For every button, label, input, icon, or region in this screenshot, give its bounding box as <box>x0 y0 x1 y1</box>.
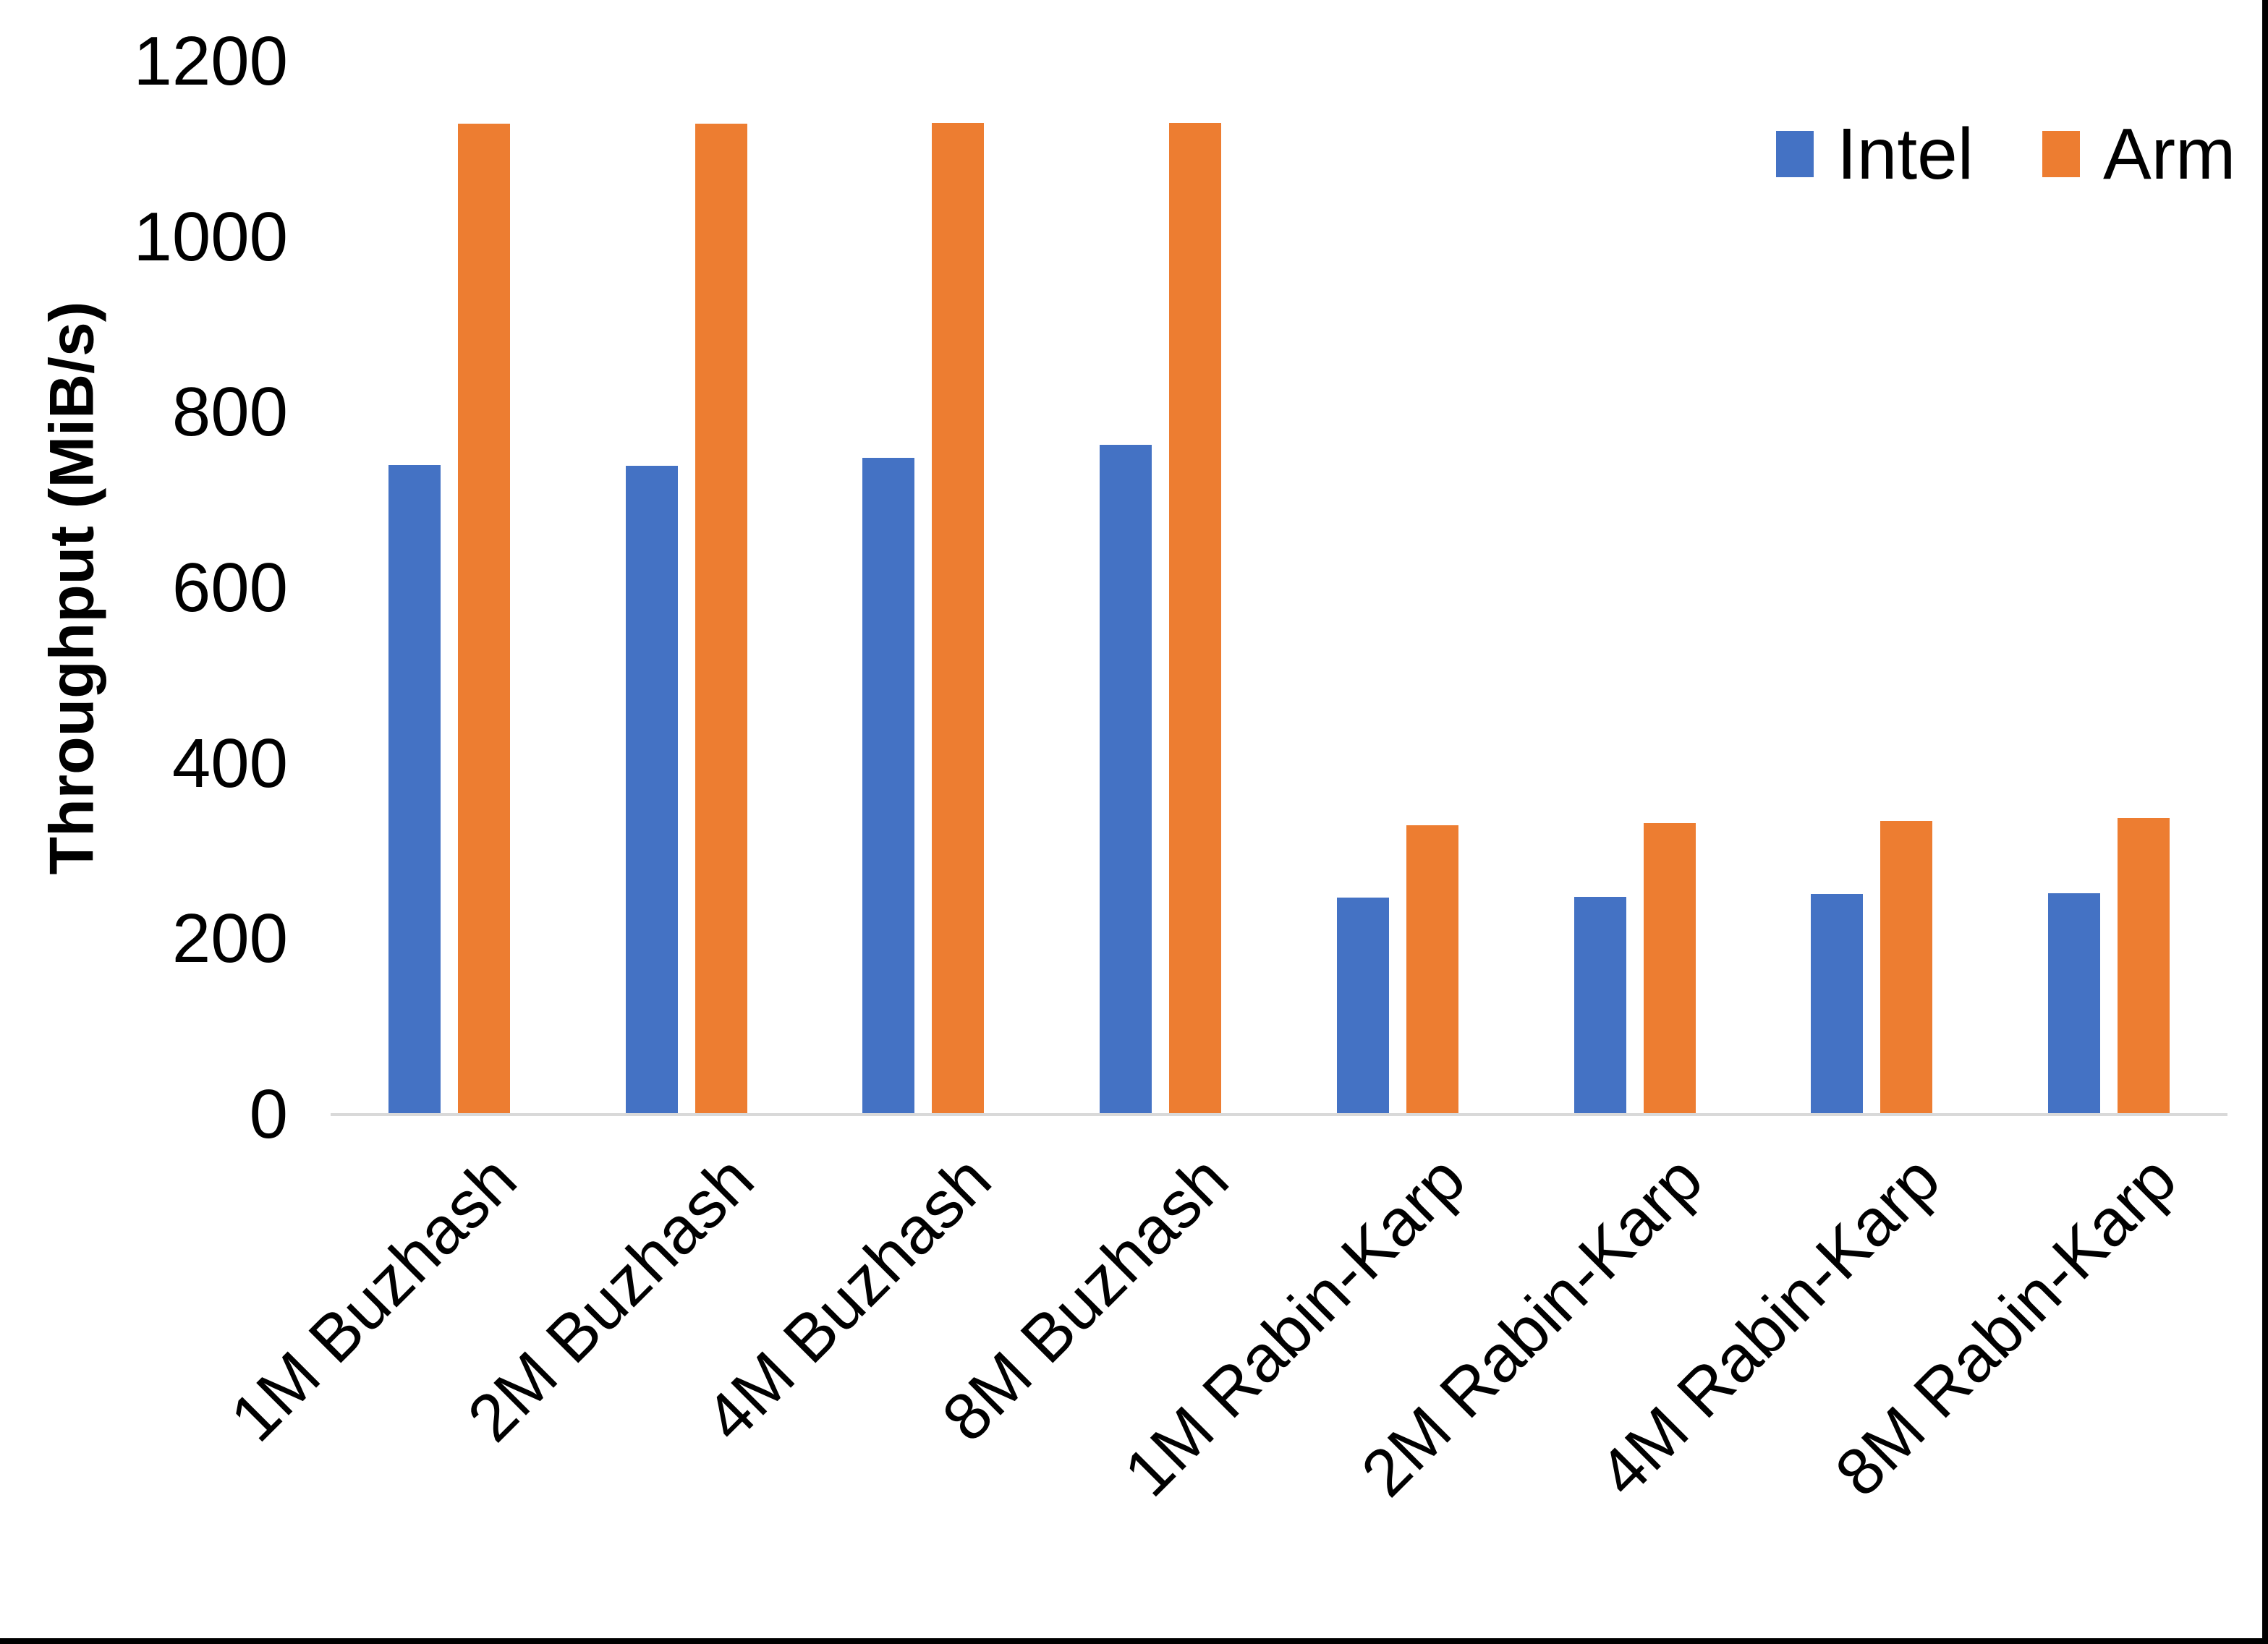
bar-intel-8 <box>2048 893 2101 1115</box>
legend-swatch-arm <box>2042 131 2081 177</box>
bar-intel-1 <box>388 465 441 1115</box>
bar-arm-7 <box>1880 820 1933 1115</box>
legend-label: Arm <box>2103 114 2236 195</box>
bar-arm-1 <box>457 124 510 1115</box>
bar-intel-5 <box>1336 898 1389 1115</box>
y-tick-label: 1200 <box>133 22 288 100</box>
y-tick-label: 400 <box>171 724 288 802</box>
legend-label: Intel <box>1837 114 1974 195</box>
bar-arm-4 <box>1169 122 1222 1115</box>
bar-arm-6 <box>1643 823 1696 1115</box>
legend: Intel Arm <box>1776 114 2235 194</box>
bar-intel-2 <box>625 466 678 1115</box>
bar-arm-5 <box>1406 825 1458 1115</box>
bar-intel-6 <box>1573 897 1626 1115</box>
legend-item-intel: Intel <box>1776 114 1974 194</box>
legend-swatch-intel <box>1776 131 1814 177</box>
y-tick-label: 1000 <box>133 197 288 276</box>
bar-arm-3 <box>932 122 985 1115</box>
y-tick-label: 0 <box>249 1076 288 1153</box>
bar-intel-4 <box>1100 445 1152 1115</box>
page-border-bottom <box>0 1638 2268 1644</box>
bar-arm-8 <box>2118 817 2170 1115</box>
x-axis-line <box>331 1113 2227 1116</box>
bar-intel-7 <box>1811 894 1864 1115</box>
y-tick-label: 200 <box>171 900 288 978</box>
y-tick-label: 600 <box>171 549 288 626</box>
bar-intel-3 <box>862 458 915 1115</box>
page-border-right <box>2262 0 2268 1644</box>
y-tick-label: 800 <box>171 373 288 451</box>
legend-item-arm: Arm <box>2042 114 2235 194</box>
bar-arm-2 <box>695 124 747 1115</box>
